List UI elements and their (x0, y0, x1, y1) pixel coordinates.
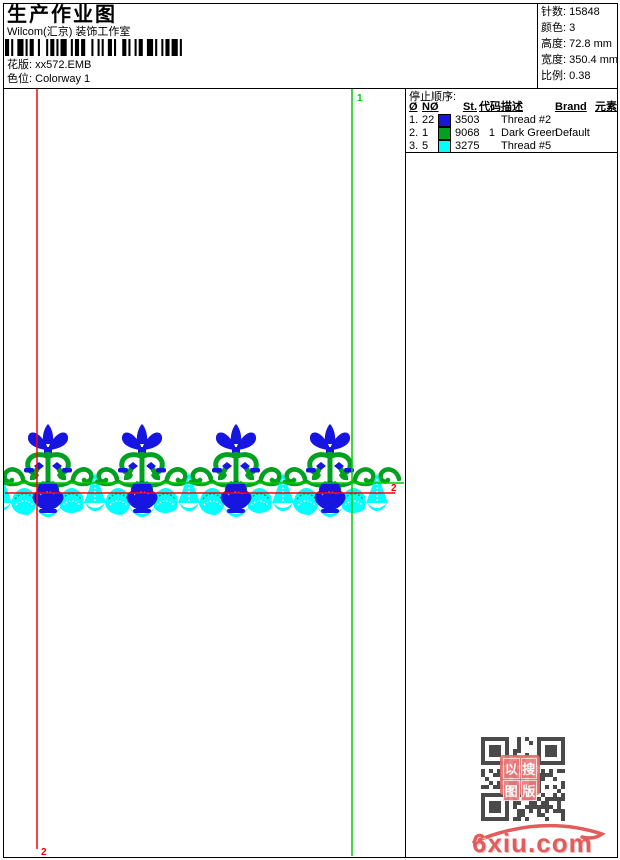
end-marker-label: 2 (41, 847, 47, 856)
stop-number: 3. (409, 140, 419, 152)
height-value: 72.8 mm (569, 38, 612, 50)
page-title: 生产作业图 (7, 4, 117, 26)
thread-color-swatch (438, 127, 451, 140)
colorway-row: 色位: Colorway 1 (7, 73, 90, 86)
design-name-value: xx572.EMB (35, 59, 92, 71)
stop-sequence-header: Ø NØ St. 代码 描述 Brand 元素 (409, 101, 617, 114)
needle-number: 1 (422, 127, 429, 139)
height-row: 高度: 72.8 mm (541, 38, 612, 51)
embroidery-design-canvas: 1 2 2 (4, 89, 404, 856)
col-spacer (438, 101, 455, 114)
col-brand: Brand (555, 101, 587, 113)
needle-number: 22 (422, 114, 435, 126)
stitch-count: 3275 (455, 140, 480, 152)
thread-code: 1 (488, 127, 495, 139)
col-description: 描述 (501, 101, 523, 113)
height-label: 高度: (541, 38, 567, 50)
seal-char: 以 (503, 758, 520, 779)
stop-sequence-title: 停止顺序: (409, 91, 457, 103)
width-row: 宽度: 350.4 mm (541, 54, 618, 67)
thread-color-swatch (438, 114, 451, 127)
start-marker-label: 1 (357, 93, 363, 104)
width-label: 宽度: (541, 54, 567, 66)
color-count-value: 3 (569, 22, 576, 34)
scale-row: 比例: 0.38 (541, 70, 591, 83)
info-box-divider (537, 3, 538, 88)
embroidery-band (4, 424, 399, 517)
table-row: 2. 1 9068 1 Dark Green Default (409, 127, 615, 140)
stitch-count: 9068 (455, 127, 480, 139)
col-stop: Ø (409, 101, 418, 113)
color-count-label: 颜色: (541, 22, 567, 34)
thread-description: Dark Green (501, 127, 558, 139)
stitch-count-value: 15848 (569, 6, 600, 18)
panel-divider (405, 88, 406, 857)
barcode (5, 39, 182, 56)
design-name-row: 花版: xx572.EMB (7, 59, 91, 72)
col-stitches: St. (462, 101, 477, 113)
outer-border (3, 3, 618, 858)
end-marker-label: 2 (391, 483, 397, 494)
site-logo-text: 6xiu.com (472, 828, 593, 858)
header-bottom-rule (3, 88, 617, 89)
stop-number: 1. (409, 114, 419, 126)
thread-elements (595, 140, 615, 157)
width-value: 350.4 mm (569, 54, 619, 66)
col-code: 代码 (479, 101, 501, 113)
col-elements: 元素 (595, 101, 617, 113)
swatch-cell (438, 114, 455, 131)
thread-brand: Default (555, 127, 590, 139)
scale-value: 0.38 (569, 70, 591, 82)
thread-description: Thread #2 (501, 114, 552, 126)
site-logo: 6xiu.com (468, 822, 610, 858)
scale-label: 比例: (541, 70, 567, 82)
table-row: 3. 5 3275 Thread #5 (409, 140, 615, 153)
seal-char: 版 (520, 780, 537, 801)
design-name-label: 花版: (7, 59, 33, 71)
thread-code (479, 140, 497, 157)
swatch-cell (438, 127, 455, 144)
col-needle: NØ (422, 101, 439, 113)
company-name: Wilcom(汇京) 装饰工作室 (7, 26, 131, 38)
seal-char: 图 (503, 780, 520, 801)
table-row: 1. 22 3503 Thread #2 (409, 114, 615, 127)
table-bottom-rule (405, 152, 617, 153)
thread-brand (555, 140, 595, 157)
thread-description: Thread #5 (501, 140, 552, 152)
thread-color-swatch (438, 140, 451, 153)
colorway-label: 色位: (7, 73, 33, 85)
swatch-cell (438, 140, 455, 157)
color-count-row: 颜色: 3 (541, 22, 575, 35)
stitch-count-row: 针数: 15848 (541, 6, 600, 19)
stitch-count-label: 针数: (541, 6, 567, 18)
colorway-value: Colorway 1 (35, 73, 91, 85)
needle-number: 5 (422, 140, 429, 152)
logo-swoosh (472, 823, 606, 844)
stitch-count: 3503 (455, 114, 480, 126)
seal-char: 搜 (520, 758, 537, 779)
stop-number: 2. (409, 127, 419, 139)
red-seal-stamp: 以 搜 图 版 (500, 755, 540, 801)
